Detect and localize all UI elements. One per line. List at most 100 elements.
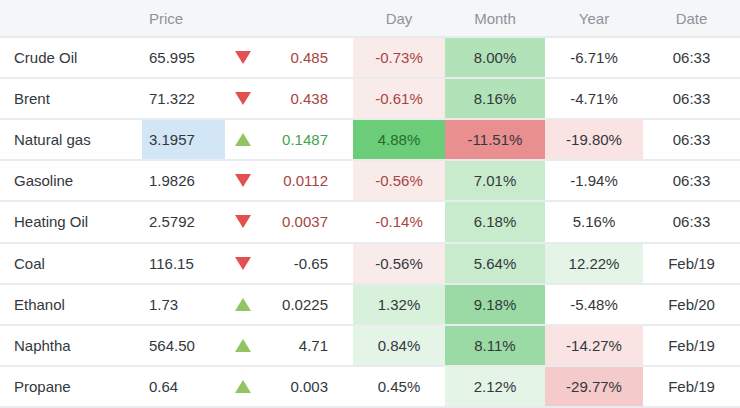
instrument-name-link[interactable]: Natural gas (0, 120, 142, 159)
table-row[interactable]: Natural gas 3.1957 0.1487 4.88% -11.51% … (0, 118, 740, 159)
change-value: 0.0225 (260, 285, 353, 324)
month-percent: 9.18% (445, 285, 545, 324)
instrument-name-link[interactable]: Brent (0, 79, 142, 118)
instrument-name-link[interactable]: Coal (0, 244, 142, 283)
month-percent: 8.11% (445, 326, 545, 365)
header-day: Day (353, 0, 445, 36)
change-value: 0.1487 (260, 120, 353, 159)
date-value: 06:33 (643, 202, 740, 241)
commodities-table: Price Day Month Year Date Crude Oil 65.9… (0, 0, 740, 408)
day-percent: 1.32% (353, 285, 445, 324)
price-value: 3.1957 (142, 120, 225, 159)
arrow-cell (225, 285, 260, 324)
up-triangle-icon (235, 380, 251, 393)
instrument-name-link[interactable]: Propane (0, 367, 142, 406)
table-row[interactable]: Crude Oil 65.995 0.485 -0.73% 8.00% -6.7… (0, 36, 740, 77)
month-percent: 5.64% (445, 244, 545, 283)
down-triangle-icon (235, 257, 251, 270)
table-row[interactable]: Propane 0.64 0.003 0.45% 2.12% -29.77% F… (0, 365, 740, 406)
instrument-name-link[interactable]: Naphtha (0, 326, 142, 365)
arrow-cell (225, 202, 260, 241)
table-row[interactable]: Ethanol 1.73 0.0225 1.32% 9.18% -5.48% F… (0, 283, 740, 324)
day-percent: -0.14% (353, 202, 445, 241)
day-percent: -0.56% (353, 244, 445, 283)
price-value: 564.50 (142, 326, 225, 365)
month-percent: -11.51% (445, 120, 545, 159)
instrument-name-link[interactable]: Ethanol (0, 285, 142, 324)
header-year: Year (545, 0, 643, 36)
header-price: Price (142, 0, 225, 36)
arrow-cell (225, 38, 260, 77)
instrument-name-link[interactable]: Heating Oil (0, 202, 142, 241)
up-triangle-icon (235, 298, 251, 311)
price-value: 65.995 (142, 38, 225, 77)
year-percent: 5.16% (545, 202, 643, 241)
table-row[interactable]: Naphtha 564.50 4.71 0.84% 8.11% -14.27% … (0, 324, 740, 365)
table-row[interactable]: Brent 71.322 0.438 -0.61% 8.16% -4.71% 0… (0, 77, 740, 118)
day-percent: -0.73% (353, 38, 445, 77)
year-percent: -5.48% (545, 285, 643, 324)
up-triangle-icon (235, 133, 251, 146)
day-percent: 0.45% (353, 367, 445, 406)
down-triangle-icon (235, 51, 251, 64)
year-percent: 12.22% (545, 244, 643, 283)
day-percent: 4.88% (353, 120, 445, 159)
year-percent: -1.94% (545, 161, 643, 200)
up-triangle-icon (235, 339, 251, 352)
month-percent: 6.18% (445, 202, 545, 241)
down-triangle-icon (235, 215, 251, 228)
date-value: Feb/19 (643, 367, 740, 406)
date-value: 06:33 (643, 38, 740, 77)
change-value: 0.438 (260, 79, 353, 118)
table-row[interactable]: Coal 116.15 -0.65 -0.56% 5.64% 12.22% Fe… (0, 242, 740, 283)
price-value: 2.5792 (142, 202, 225, 241)
arrow-cell (225, 120, 260, 159)
table-row[interactable]: Gasoline 1.9826 0.0112 -0.56% 7.01% -1.9… (0, 159, 740, 200)
date-value: Feb/19 (643, 244, 740, 283)
year-percent: -14.27% (545, 326, 643, 365)
arrow-cell (225, 79, 260, 118)
month-percent: 8.00% (445, 38, 545, 77)
header-month: Month (445, 0, 545, 36)
price-value: 71.322 (142, 79, 225, 118)
change-value: -0.65 (260, 244, 353, 283)
day-percent: -0.61% (353, 79, 445, 118)
price-value: 0.64 (142, 367, 225, 406)
change-value: 0.003 (260, 367, 353, 406)
price-value: 1.73 (142, 285, 225, 324)
year-percent: -29.77% (545, 367, 643, 406)
date-value: Feb/20 (643, 285, 740, 324)
arrow-cell (225, 326, 260, 365)
change-value: 0.485 (260, 38, 353, 77)
down-triangle-icon (235, 92, 251, 105)
month-percent: 7.01% (445, 161, 545, 200)
table-body: Crude Oil 65.995 0.485 -0.73% 8.00% -6.7… (0, 36, 740, 406)
year-percent: -6.71% (545, 38, 643, 77)
header-instrument (0, 0, 142, 36)
day-percent: 0.84% (353, 326, 445, 365)
header-date: Date (643, 0, 740, 36)
date-value: 06:33 (643, 120, 740, 159)
down-triangle-icon (235, 174, 251, 187)
arrow-cell (225, 244, 260, 283)
arrow-cell (225, 367, 260, 406)
change-value: 0.0037 (260, 202, 353, 241)
date-value: 06:33 (643, 161, 740, 200)
arrow-cell (225, 161, 260, 200)
instrument-name-link[interactable]: Crude Oil (0, 38, 142, 77)
date-value: Feb/19 (643, 326, 740, 365)
table-row[interactable]: Heating Oil 2.5792 0.0037 -0.14% 6.18% 5… (0, 200, 740, 241)
day-percent: -0.56% (353, 161, 445, 200)
date-value: 06:33 (643, 79, 740, 118)
instrument-name-link[interactable]: Gasoline (0, 161, 142, 200)
year-percent: -4.71% (545, 79, 643, 118)
change-value: 0.0112 (260, 161, 353, 200)
table-header-row: Price Day Month Year Date (0, 0, 740, 36)
change-value: 4.71 (260, 326, 353, 365)
month-percent: 2.12% (445, 367, 545, 406)
month-percent: 8.16% (445, 79, 545, 118)
price-value: 116.15 (142, 244, 225, 283)
header-change-spacer (260, 0, 353, 36)
header-arrow-spacer (225, 0, 260, 36)
price-value: 1.9826 (142, 161, 225, 200)
